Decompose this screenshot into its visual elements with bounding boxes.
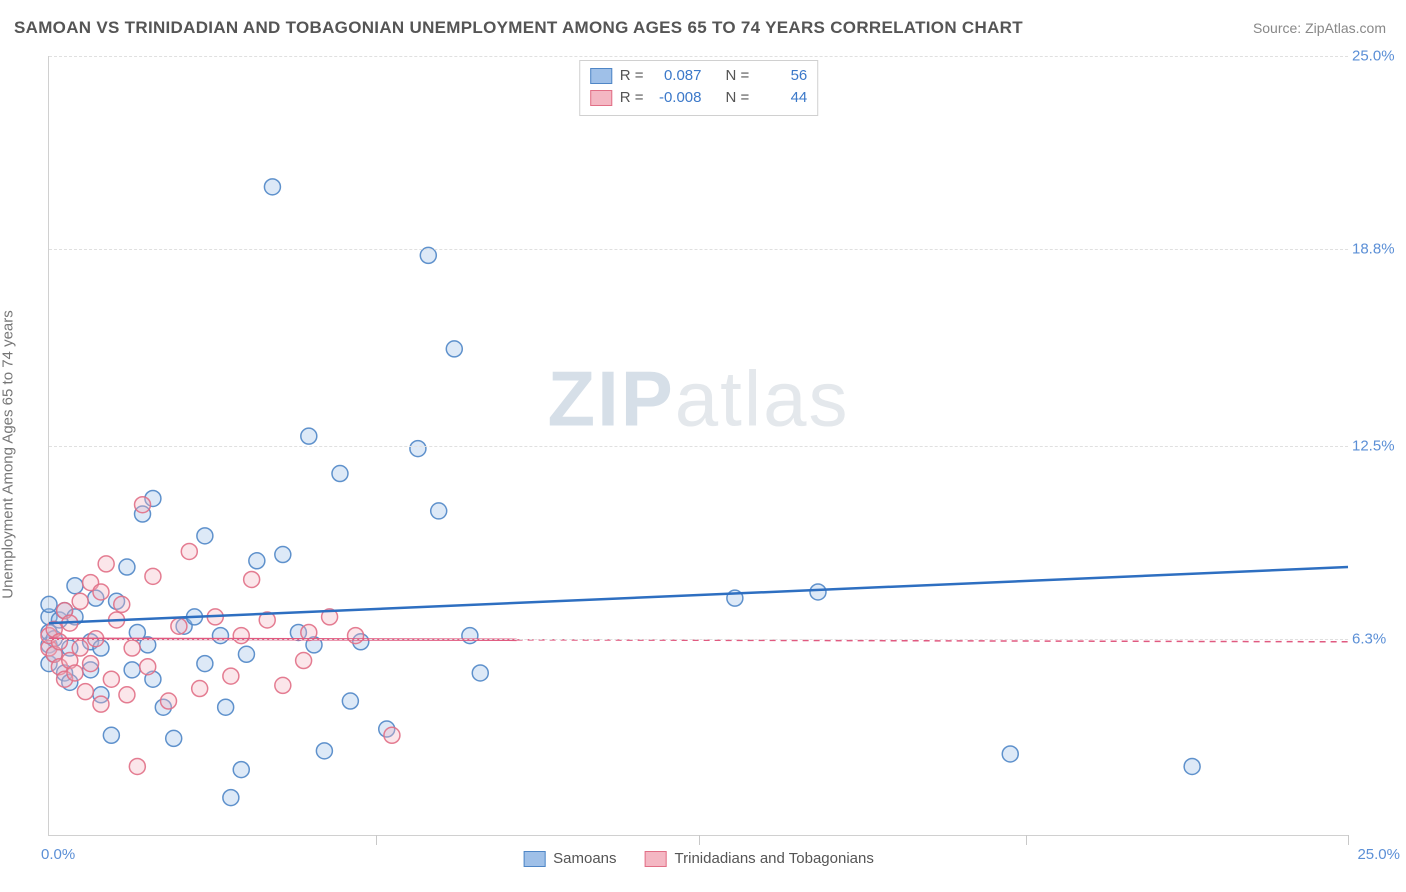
data-point [72,640,88,656]
source-credit: Source: ZipAtlas.com [1253,20,1386,36]
legend-r-value: -0.008 [652,87,702,109]
legend-swatch-blue [590,68,612,84]
legend-row: R = 0.087 N = 56 [590,65,808,87]
data-point [67,578,83,594]
data-point [161,693,177,709]
data-point [218,699,234,715]
data-point [342,693,358,709]
data-point [119,559,135,575]
data-point [145,568,161,584]
data-point [1184,758,1200,774]
trend-line [49,567,1348,623]
data-point [1002,746,1018,762]
data-point [135,497,151,513]
data-point [348,628,364,644]
data-point [103,671,119,687]
data-point [83,656,99,672]
x-origin-label: 0.0% [41,846,75,863]
data-point [301,428,317,444]
legend-swatch-pink [590,90,612,106]
y-tick-label: 18.8% [1352,241,1406,258]
legend-swatch-blue [523,851,545,867]
data-point [51,634,67,650]
data-point [462,628,478,644]
trend-line-extrapolated [517,640,1348,642]
data-point [192,681,208,697]
data-point [124,640,140,656]
data-point [103,727,119,743]
data-point [223,668,239,684]
data-point [233,628,249,644]
legend-series: Samoans Trinidadians and Tobagonians [523,850,874,867]
data-point [171,618,187,634]
data-point [431,503,447,519]
source-value: ZipAtlas.com [1305,20,1386,36]
data-point [233,762,249,778]
data-point [197,528,213,544]
data-point [166,730,182,746]
x-max-label: 25.0% [1357,846,1400,863]
y-tick-label: 25.0% [1352,48,1406,65]
data-point [124,662,140,678]
data-point [223,790,239,806]
data-point [114,596,130,612]
data-point [264,179,280,195]
data-point [67,665,83,681]
data-point [296,653,312,669]
data-point [140,659,156,675]
data-point [181,543,197,559]
legend-row: R = -0.008 N = 44 [590,87,808,109]
data-point [93,696,109,712]
chart-plot-area: ZIPatlas R = 0.087 N = 56 R = -0.008 N =… [48,56,1348,836]
data-point [77,684,93,700]
y-axis-label: Unemployment Among Ages 65 to 74 years [0,310,17,599]
data-point [129,758,145,774]
legend-n-value: 56 [757,65,807,87]
legend-n-value: 44 [757,87,807,109]
data-point [275,677,291,693]
data-point [249,553,265,569]
legend-item: Samoans [523,850,616,867]
data-point [197,656,213,672]
legend-n-label: N = [726,65,750,87]
data-point [93,584,109,600]
data-point [72,593,88,609]
legend-swatch-pink [645,851,667,867]
legend-r-value: 0.087 [652,65,702,87]
data-point [384,727,400,743]
legend-item: Trinidadians and Tobagonians [645,850,874,867]
source-label: Source: [1253,20,1301,36]
legend-r-label: R = [620,65,644,87]
data-point [332,466,348,482]
data-point [316,743,332,759]
chart-title: SAMOAN VS TRINIDADIAN AND TOBAGONIAN UNE… [14,18,1023,38]
data-point [446,341,462,357]
data-point [41,596,57,612]
legend-series-label: Trinidadians and Tobagonians [675,850,874,867]
data-point [410,441,426,457]
legend-correlation: R = 0.087 N = 56 R = -0.008 N = 44 [579,60,819,116]
data-point [238,646,254,662]
data-point [244,571,260,587]
legend-n-label: N = [726,87,750,109]
y-tick-label: 12.5% [1352,437,1406,454]
data-point [472,665,488,681]
legend-r-label: R = [620,87,644,109]
data-point [98,556,114,572]
data-point [119,687,135,703]
y-tick-label: 6.3% [1352,630,1406,647]
data-point [212,628,228,644]
data-point [275,547,291,563]
data-point [810,584,826,600]
legend-series-label: Samoans [553,850,616,867]
